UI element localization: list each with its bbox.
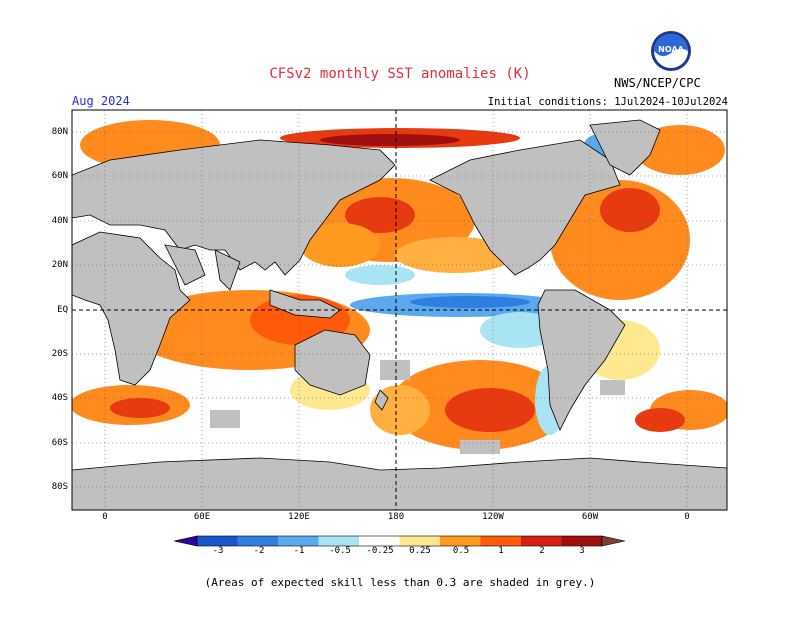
colorbar-segment: [237, 536, 279, 546]
noaa-logo: NOAA: [651, 31, 691, 71]
colorbar-segment: [359, 536, 400, 546]
colorbar-min-arrow: [173, 535, 198, 547]
lon-label: 120E: [288, 512, 310, 522]
colorbar-segment: [197, 536, 238, 546]
logo-text: NOAA: [658, 45, 684, 54]
lon-label: 0: [102, 512, 108, 522]
lat-label: 60S: [51, 438, 68, 448]
colorbar-tick: -2: [253, 546, 265, 556]
lat-label: 20S: [51, 349, 68, 359]
forecast-month: Aug 2024: [72, 94, 130, 108]
agency-label: NWS/NCEP/CPC: [614, 76, 701, 90]
colorbar-tick: 2: [539, 546, 545, 556]
skill-note: (Areas of expected skill less than 0.3 a…: [204, 576, 596, 589]
lon-label: 180: [387, 512, 405, 522]
colorbar-segment: [521, 536, 562, 546]
colorbar-segment: [440, 536, 481, 546]
low-skill-mask: [210, 360, 625, 454]
colorbar-segment: [318, 536, 360, 546]
lon-label: 0: [684, 512, 690, 522]
lon-label: 120W: [482, 512, 504, 522]
colorbar-tick: 0.5: [452, 546, 470, 556]
colorbar-tick: -0.5: [329, 546, 351, 556]
lat-label: 40N: [51, 216, 68, 226]
colorbar-max-arrow: [601, 535, 626, 547]
colorbar-tick: -1: [293, 546, 305, 556]
land: [72, 119, 727, 510]
lat-label: 60N: [51, 171, 68, 181]
colorbar-segment: [278, 536, 319, 546]
chart-title: CFSv2 monthly SST anomalies (K): [269, 66, 531, 82]
lat-label: EQ: [57, 305, 68, 315]
colorbar-tick: 0.25: [409, 546, 431, 556]
colorbar-segment: [480, 536, 522, 546]
colorbar-tick: -0.25: [366, 546, 394, 556]
colorbar-tick: 1: [498, 546, 504, 556]
lat-label: 80S: [51, 482, 68, 492]
lon-label: 60E: [193, 512, 211, 522]
lon-label: 60W: [581, 512, 599, 522]
lat-label: 40S: [51, 393, 68, 403]
initial-conditions: Initial conditions: 1Jul2024-10Jul2024: [487, 96, 728, 108]
lat-label: 80N: [51, 127, 68, 137]
colorbar-tick: 3: [579, 546, 585, 556]
map-frame: [71, 109, 728, 511]
colorbar-tick: -3: [212, 546, 224, 556]
colorbar-segment: [399, 536, 441, 546]
colorbar-segment: [561, 536, 603, 546]
lat-label: 20N: [51, 260, 68, 270]
